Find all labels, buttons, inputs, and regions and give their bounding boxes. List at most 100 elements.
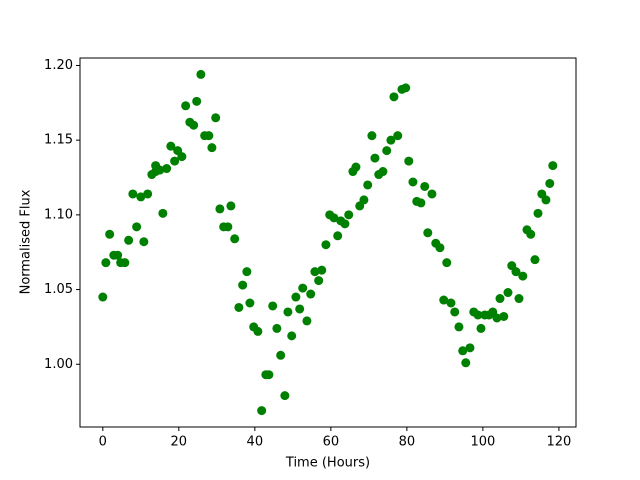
data-point (139, 237, 149, 247)
data-point (545, 178, 555, 188)
data-point (272, 323, 282, 333)
data-point (124, 235, 134, 245)
data-point (492, 313, 502, 323)
data-point (359, 195, 369, 205)
data-point (245, 298, 255, 308)
y-tick-label: 1.20 (44, 58, 73, 73)
data-point (230, 234, 240, 244)
data-point (291, 292, 301, 302)
data-point (404, 156, 414, 166)
x-axis-label: Time (Hours) (285, 456, 370, 471)
data-point (530, 255, 540, 265)
y-tick-label: 1.10 (44, 207, 73, 222)
data-point (162, 164, 172, 174)
data-point (442, 258, 452, 268)
data-point (378, 167, 388, 177)
y-tick-label: 1.00 (44, 357, 73, 372)
data-point (181, 101, 191, 111)
data-point (317, 265, 327, 275)
data-point (386, 135, 396, 145)
data-point (223, 222, 233, 232)
data-point (196, 69, 206, 79)
data-point (408, 177, 418, 187)
data-point (465, 343, 475, 353)
x-tick-label: 100 (470, 435, 495, 450)
x-tick-label: 0 (99, 435, 107, 450)
data-point (351, 162, 361, 172)
data-point (435, 243, 445, 253)
data-point (226, 201, 236, 211)
data-point (211, 113, 221, 123)
data-point (476, 323, 486, 333)
data-point (439, 295, 449, 305)
data-point (155, 165, 165, 175)
data-point (287, 331, 297, 341)
data-point (389, 92, 399, 102)
data-point (503, 288, 513, 298)
data-point (276, 350, 286, 360)
data-point (302, 316, 312, 326)
x-tick-label: 60 (323, 435, 340, 450)
data-point (473, 310, 483, 320)
data-point (533, 208, 543, 218)
data-point (264, 370, 274, 380)
data-point (340, 219, 350, 229)
data-point (446, 298, 456, 308)
data-point (158, 208, 168, 218)
data-point (310, 267, 320, 277)
data-point (416, 198, 426, 208)
y-tick-label: 1.05 (44, 282, 73, 297)
data-point (393, 131, 403, 141)
data-point (333, 231, 343, 241)
x-tick-label: 80 (399, 435, 416, 450)
data-point (177, 152, 187, 162)
axes-frame (79, 57, 577, 428)
data-point (207, 143, 217, 153)
data-point (280, 391, 290, 401)
data-point (499, 311, 509, 321)
data-point (136, 192, 146, 202)
data-point (367, 131, 377, 141)
data-point (298, 283, 308, 293)
data-point (215, 204, 225, 214)
data-point (166, 141, 176, 151)
data-point (234, 302, 244, 312)
data-point (454, 322, 464, 332)
y-tick-label: 1.15 (44, 133, 73, 148)
data-point (306, 289, 316, 299)
data-point (98, 292, 108, 302)
data-point (242, 267, 252, 277)
data-point (526, 229, 536, 239)
data-point (458, 346, 468, 356)
data-point (128, 189, 138, 199)
data-point (518, 271, 528, 281)
data-point (143, 189, 153, 199)
data-point (204, 131, 214, 141)
data-point (423, 228, 433, 238)
data-point (321, 240, 331, 250)
data-point (461, 358, 471, 368)
data-point (548, 161, 558, 171)
data-point (495, 294, 505, 304)
data-point (113, 250, 123, 260)
data-point (170, 156, 180, 166)
data-point (450, 307, 460, 317)
data-point (344, 210, 354, 220)
data-point (268, 301, 278, 311)
data-point (427, 189, 437, 199)
data-point (314, 276, 324, 286)
data-point (257, 406, 267, 416)
data-point (283, 307, 293, 317)
data-point (238, 280, 248, 290)
data-point (120, 258, 130, 268)
data-point (132, 222, 142, 232)
data-point (401, 83, 411, 93)
data-point (420, 181, 430, 191)
x-tick-label: 40 (247, 435, 264, 450)
data-point (541, 195, 551, 205)
data-point (105, 229, 115, 239)
data-point (189, 120, 199, 130)
data-point (514, 294, 524, 304)
data-point (295, 304, 305, 314)
